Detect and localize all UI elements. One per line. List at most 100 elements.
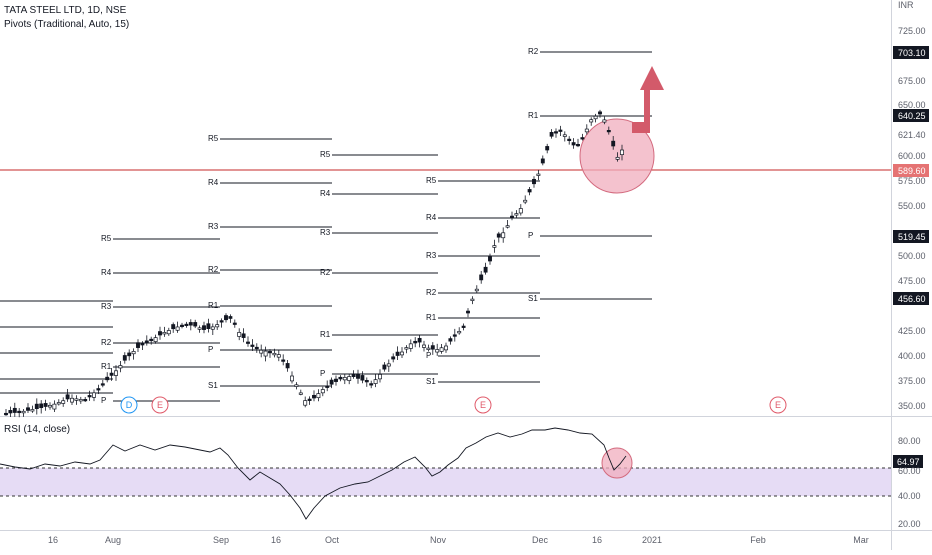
candle [611, 140, 616, 147]
candle [395, 351, 400, 356]
time-label: Aug [105, 535, 121, 545]
candle [166, 330, 171, 335]
candle [303, 400, 308, 406]
rsi-title[interactable]: RSI (14, close) [4, 424, 71, 435]
candle [83, 398, 88, 402]
candle [96, 388, 101, 391]
pivot-label: R1 [528, 111, 539, 120]
candle [184, 323, 189, 327]
highlight-circle[interactable] [579, 118, 655, 194]
event-marker[interactable]: E [769, 396, 787, 414]
price-tag-bg [893, 46, 929, 59]
candle [263, 350, 268, 357]
event-marker[interactable]: D [120, 396, 138, 414]
pivot-label: R4 [426, 213, 437, 222]
candle [413, 340, 418, 344]
candle [202, 325, 206, 330]
rsi-line [0, 427, 627, 520]
price-tag: 621.40 [898, 130, 926, 140]
candle [391, 356, 396, 360]
candle [338, 376, 343, 380]
candle [602, 119, 607, 123]
time-label: Feb [750, 535, 766, 545]
rsi-highlight-circle[interactable] [601, 447, 633, 479]
candle [514, 213, 519, 216]
candle [492, 245, 497, 248]
time-label: Dec [532, 535, 549, 545]
price-tag: 456.60 [898, 294, 926, 304]
candle [536, 173, 541, 176]
candle [325, 385, 330, 388]
candle [457, 331, 462, 334]
candle [461, 325, 466, 328]
candle [276, 354, 281, 358]
candle [281, 359, 286, 362]
candle [210, 326, 215, 330]
price-tick: 550.00 [898, 201, 926, 211]
candle [74, 398, 79, 401]
pivot-label: R4 [101, 268, 112, 277]
pivot-label: R2 [426, 288, 437, 297]
candle [316, 393, 321, 399]
candle [422, 344, 426, 348]
candle [12, 407, 17, 413]
candle [584, 128, 589, 133]
candle [268, 351, 272, 354]
rsi-current-value: 64.97 [897, 457, 920, 467]
candle [408, 343, 413, 349]
candle [593, 115, 598, 120]
candle [153, 337, 158, 342]
pivot-label: R5 [101, 234, 112, 243]
candle [158, 331, 162, 336]
candle [400, 351, 404, 356]
event-letter: E [480, 400, 486, 410]
candle [188, 322, 193, 326]
candle [444, 345, 448, 351]
price-axis[interactable]: INR 725.00 675.00 650.00 600.00 575.00 5… [898, 0, 926, 411]
pivot-label: R1 [320, 330, 331, 339]
pivot-label: P [528, 231, 533, 240]
pivot-label: R2 [528, 47, 539, 56]
candle [598, 111, 602, 115]
pivot-label: R1 [426, 313, 437, 322]
price-tags: 703.10 640.25 621.40 589.60 519.45 456.6… [893, 46, 929, 305]
symbol-title[interactable]: TATA STEEL LTD, 1D, NSE [4, 5, 127, 16]
event-marker[interactable]: E [474, 396, 492, 414]
indicator-title[interactable]: Pivots (Traditional, Auto, 15) [4, 19, 130, 30]
pivot-label: R5 [208, 134, 219, 143]
candle [386, 363, 391, 367]
price-tick: 600.00 [898, 151, 926, 161]
candle [70, 397, 74, 403]
candle [43, 403, 48, 407]
candle [175, 326, 180, 331]
candle [558, 129, 563, 132]
candle [241, 333, 246, 338]
rsi-axis[interactable]: 80.00 64.97 60.00 40.00 20.00 [893, 436, 923, 529]
candle [527, 189, 532, 193]
candle [206, 323, 211, 329]
candle [131, 351, 136, 355]
candle [219, 320, 224, 323]
event-marker[interactable]: E [151, 396, 169, 414]
candle [589, 119, 594, 123]
candle [404, 347, 409, 350]
price-tick: INR [898, 0, 914, 10]
candle [351, 373, 356, 377]
up-arrow[interactable] [632, 66, 664, 133]
candle [329, 379, 334, 385]
pivot-label: R3 [320, 228, 331, 237]
pivot-label: P [101, 396, 106, 405]
candle [290, 375, 294, 382]
candle [470, 298, 475, 301]
price-tag: 640.25 [898, 111, 926, 121]
candle [576, 144, 580, 147]
candle [523, 199, 528, 203]
pivot-label: R1 [101, 362, 112, 371]
time-label: Sep [213, 535, 229, 545]
time-axis[interactable]: 16 Aug Sep 16 Oct Nov Dec 16 2021 Feb Ma… [48, 535, 869, 545]
candle [448, 338, 453, 342]
pivot-label: R3 [101, 302, 112, 311]
price-tag-bg [893, 164, 929, 177]
